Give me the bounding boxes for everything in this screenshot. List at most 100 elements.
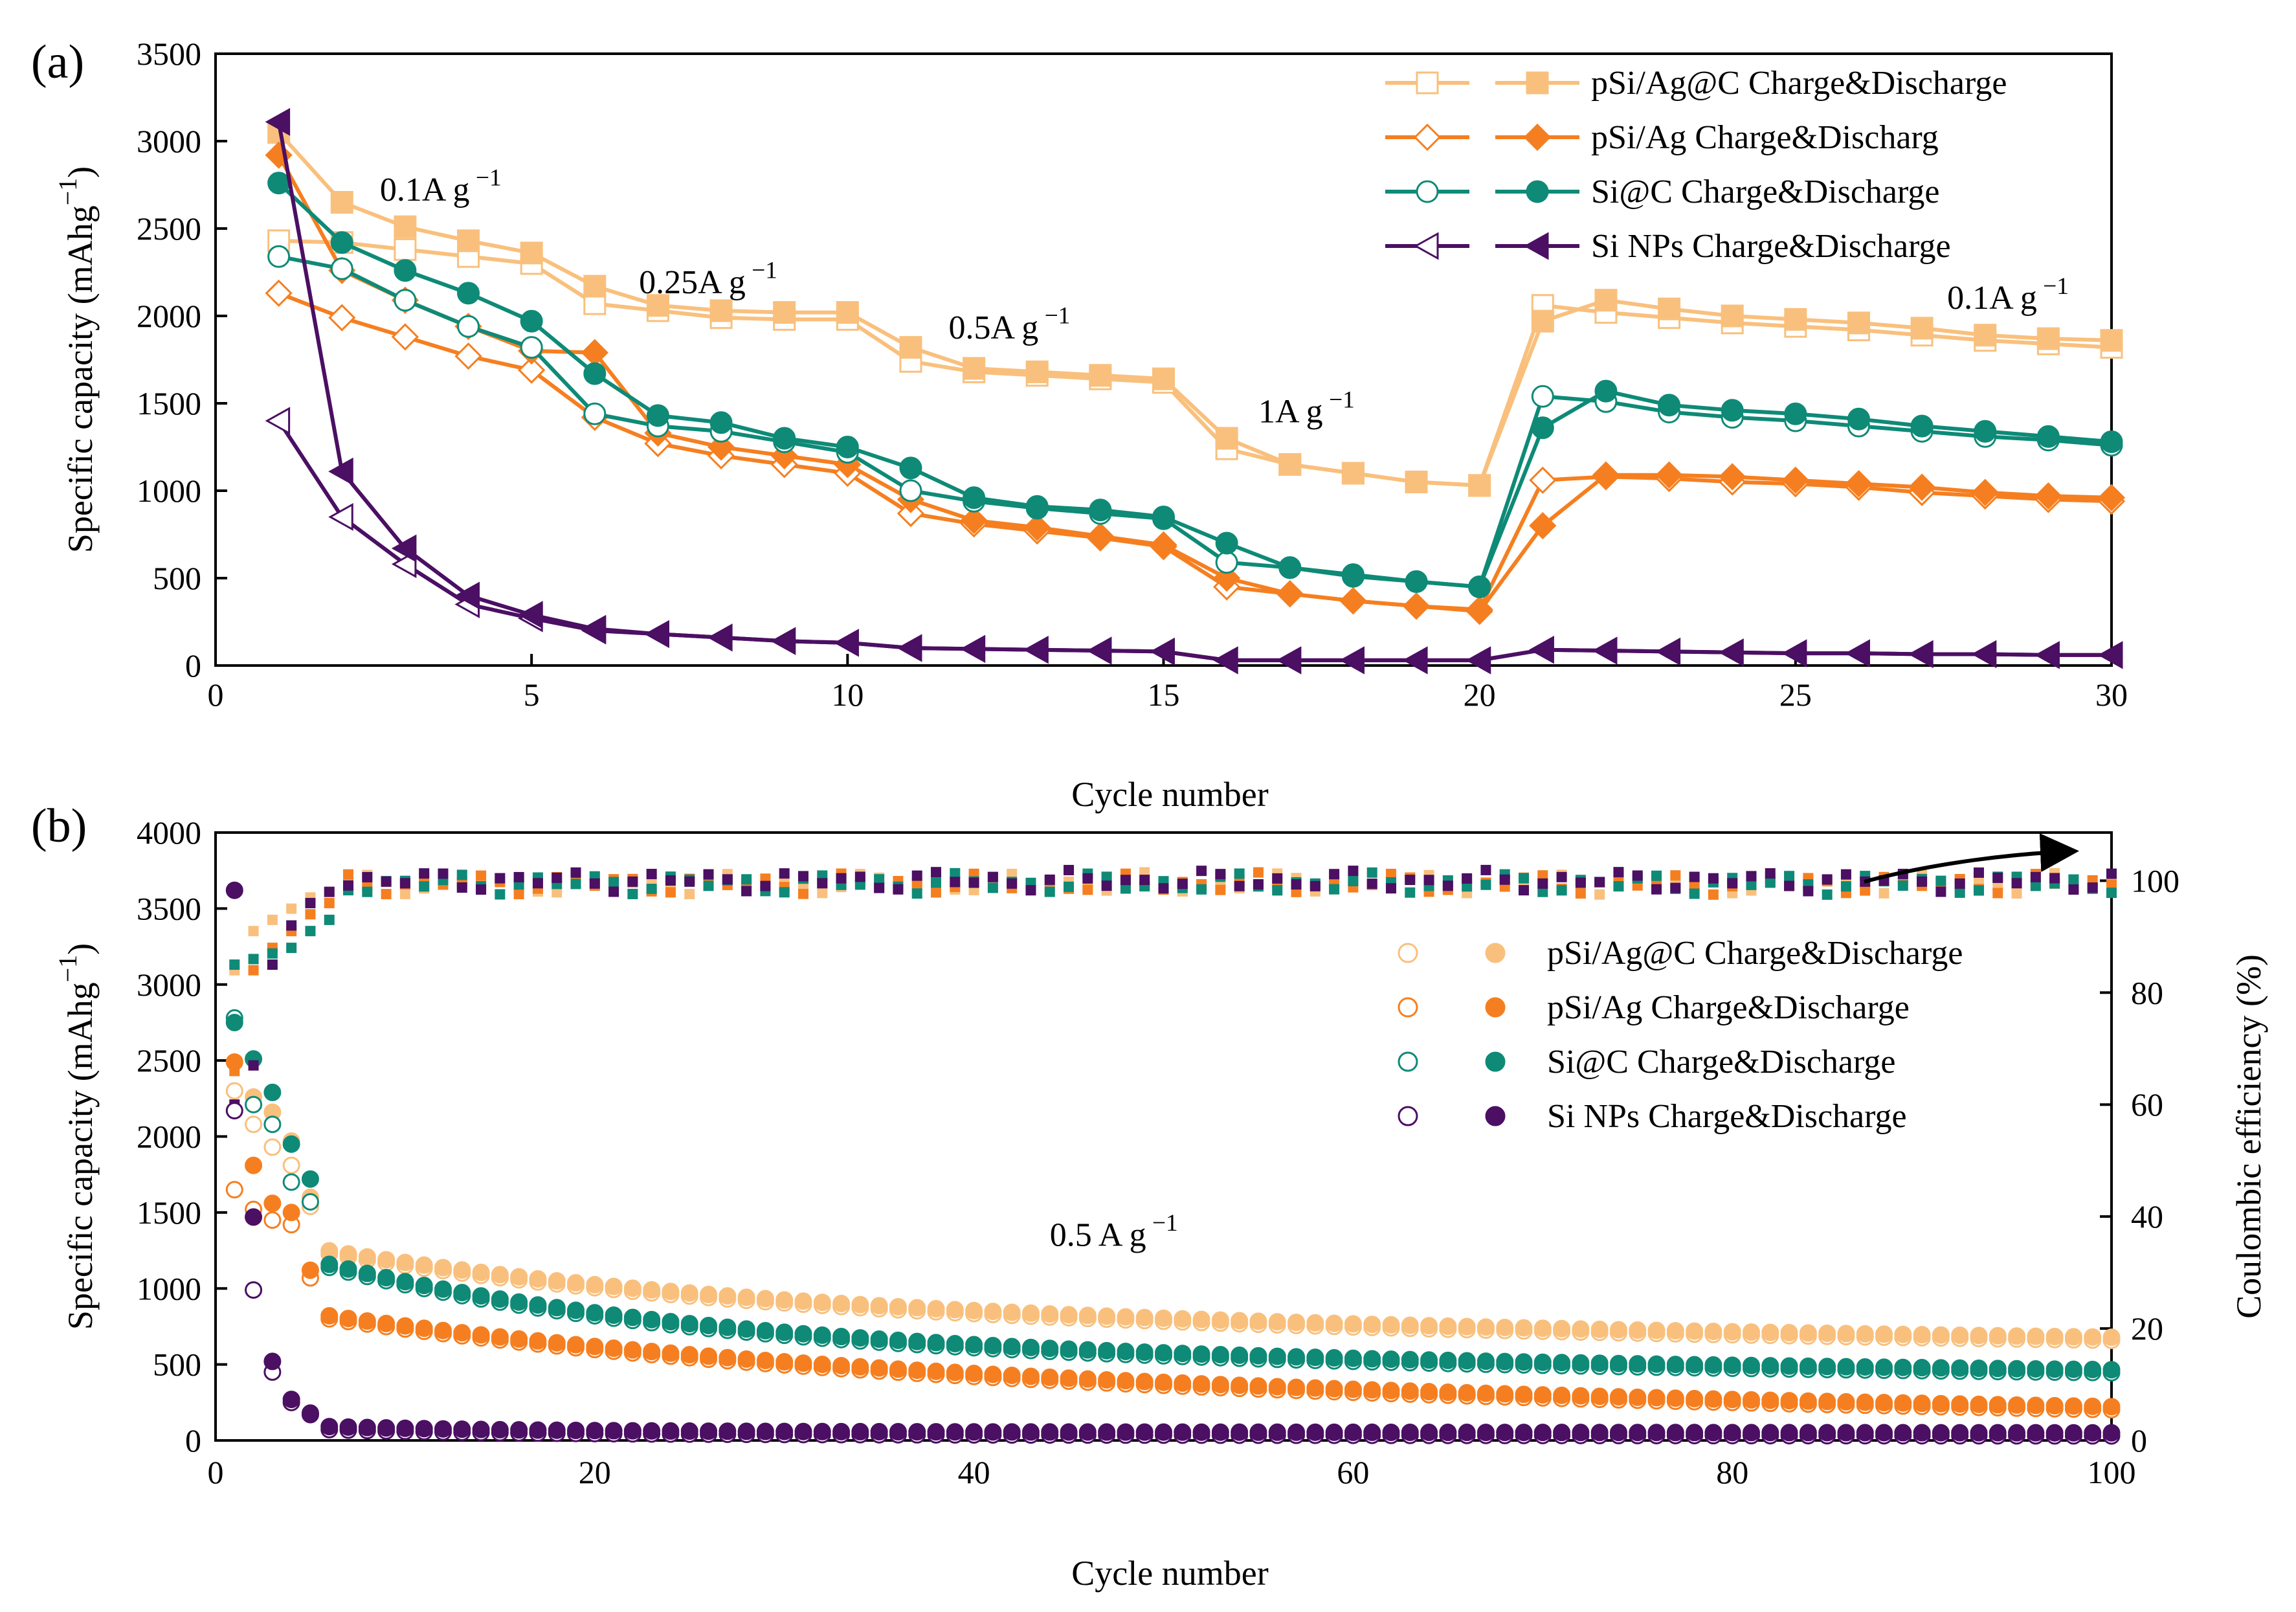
ce-point [760, 880, 771, 891]
ce-point [419, 868, 430, 879]
data-point-discharge [2100, 430, 2123, 453]
discharge-point [2008, 1424, 2026, 1442]
ce-point [229, 959, 240, 970]
discharge-point [1174, 1423, 1192, 1441]
discharge-point [2064, 1397, 2082, 1415]
data-point-discharge [391, 534, 417, 563]
discharge-point [2045, 1396, 2064, 1415]
discharge-point [1458, 1317, 1476, 1336]
discharge-point [1799, 1324, 1817, 1342]
discharge-point [680, 1315, 698, 1333]
legend-marker-discharge [1485, 1106, 1506, 1126]
discharge-point [680, 1422, 698, 1440]
discharge-point [1723, 1424, 1741, 1442]
discharge-point [1894, 1325, 1912, 1343]
ce-point [248, 954, 259, 965]
ce-point [1556, 871, 1567, 882]
ce-point [552, 887, 563, 898]
discharge-point [1780, 1424, 1798, 1442]
discharge-point [567, 1274, 585, 1292]
discharge-point [832, 1294, 851, 1312]
discharge-point [1723, 1323, 1741, 1341]
data-point-discharge [1402, 646, 1428, 675]
charge-point [263, 1138, 282, 1156]
discharge-point [453, 1324, 471, 1342]
data-point-discharge [770, 627, 796, 655]
data-point-discharge [1025, 360, 1049, 383]
data-point-discharge [328, 457, 353, 486]
data-point-charge [520, 336, 543, 359]
data-point-charge [394, 289, 417, 312]
discharge-point [1117, 1372, 1135, 1390]
discharge-point [1704, 1390, 1722, 1408]
discharge-point [1818, 1324, 1836, 1342]
discharge-point [1647, 1424, 1666, 1442]
discharge-point [1363, 1381, 1381, 1399]
ce-point [286, 943, 297, 954]
data-point-discharge [1781, 639, 1807, 667]
ce-point [267, 914, 278, 925]
discharge-point [1003, 1303, 1021, 1321]
ce-point [1727, 878, 1738, 889]
discharge-point [1325, 1380, 1343, 1398]
discharge-point [1875, 1325, 1893, 1343]
discharge-point [1875, 1358, 1893, 1376]
ce-point [1765, 868, 1776, 879]
discharge-point [1761, 1357, 1779, 1375]
discharge-point [662, 1313, 680, 1331]
discharge-point [1344, 1349, 1362, 1367]
discharge-point [396, 1419, 414, 1437]
data-point-discharge [1845, 639, 1870, 667]
discharge-point [2027, 1327, 2045, 1345]
legend-label: pSi/Ag Charge&Discharge [1547, 989, 1910, 1026]
ce-point [1992, 872, 2003, 883]
ce-point [1423, 875, 1434, 886]
data-point-discharge [2034, 641, 2060, 669]
discharge-point [908, 1299, 926, 1317]
legend-marker-charge [1398, 1106, 1418, 1126]
discharge-point [1041, 1423, 1059, 1441]
discharge-point [1117, 1342, 1135, 1360]
ce-point [1519, 873, 1530, 884]
discharge-point [870, 1330, 888, 1349]
discharge-point [680, 1284, 698, 1302]
discharge-point [889, 1360, 907, 1378]
y-tick-label: 1000 [137, 1270, 201, 1306]
discharge-point [1818, 1393, 1836, 1411]
discharge-point [472, 1287, 490, 1305]
discharge-point [1477, 1424, 1495, 1442]
discharge-point [1325, 1314, 1343, 1332]
data-point-discharge [1529, 511, 1557, 540]
legend: pSi/Ag@C Charge&Discharge pSi/Ag Charge&D… [1398, 935, 1963, 1135]
data-point-charge [265, 407, 291, 435]
discharge-point [984, 1423, 1002, 1441]
discharge-point [946, 1363, 964, 1382]
ce-point [1689, 888, 1700, 899]
data-point-discharge [267, 172, 291, 195]
ce-point [1480, 879, 1491, 890]
discharge-point [263, 1194, 282, 1213]
rate-annotation: 0.5 A g −1 [1050, 1210, 1178, 1253]
data-point-discharge [1466, 646, 1491, 675]
discharge-point [1572, 1354, 1590, 1372]
discharge-point [1894, 1424, 1912, 1442]
data-point-discharge [1719, 638, 1744, 667]
ce-point [1044, 874, 1055, 885]
x-tick-label: 20 [1464, 677, 1496, 713]
discharge-point [1382, 1350, 1400, 1369]
ce-point [552, 872, 563, 883]
discharge-point [301, 1170, 319, 1188]
ce-point [1840, 881, 1851, 892]
data-point-discharge [836, 301, 859, 324]
discharge-point [1856, 1358, 1874, 1376]
ce-point [456, 882, 467, 893]
y-tick-label: 2500 [137, 210, 201, 247]
discharge-point [1932, 1394, 1950, 1413]
data-point-discharge [836, 436, 859, 458]
discharge-point [870, 1422, 888, 1440]
data-point-discharge [644, 620, 669, 648]
discharge-point [984, 1365, 1002, 1383]
discharge-point [2102, 1328, 2121, 1347]
data-point-discharge [1213, 646, 1238, 675]
ce-point [1556, 885, 1567, 896]
